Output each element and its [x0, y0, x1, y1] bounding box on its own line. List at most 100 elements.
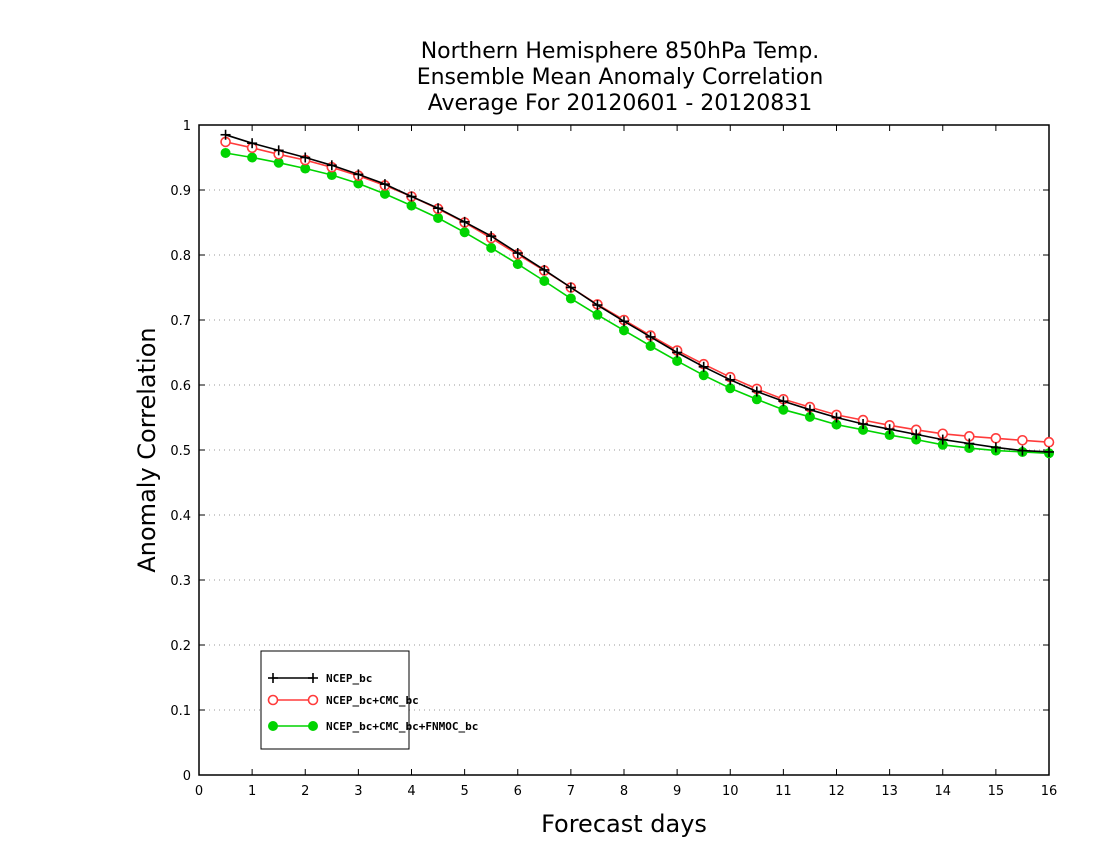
- title-line-1: Northern Hemisphere 850hPa Temp.: [421, 39, 820, 64]
- series-ncep-bc-cmc-bc: [220, 136, 1055, 448]
- legend-entry-ncep-bc: NCEP_bc: [268, 672, 372, 685]
- data-point-ncep-bc-cmc-bc-fnmoc-bc: [273, 157, 284, 168]
- series-ncep-bc: [220, 129, 1054, 457]
- legend: NCEP_bc NCEP_bc+CMC_bc NCEP_bc+CMC_bc+FNMO…: [260, 650, 478, 750]
- data-point-ncep-bc: [804, 404, 815, 415]
- series-ncep-bc-cmc-bc-fnmoc-bc: [220, 147, 1054, 459]
- data-point-ncep-bc-cmc-bc-fnmoc-bc: [247, 152, 258, 163]
- data-point-ncep-bc-cmc-bc-fnmoc-bc: [379, 188, 390, 199]
- data-point-ncep-bc: [990, 442, 1001, 453]
- data-point-ncep-bc-cmc-bc-fnmoc-bc: [778, 404, 789, 415]
- x-tick-label: 12: [828, 784, 845, 799]
- data-point-ncep-bc-cmc-bc-fnmoc-bc: [539, 276, 550, 286]
- x-tick-label: 5: [460, 784, 468, 799]
- data-point-ncep-bc: [592, 300, 603, 311]
- x-tick-label: 15: [988, 784, 1005, 799]
- y-tick-label: 0.4: [170, 509, 191, 524]
- data-point-ncep-bc: [220, 129, 231, 140]
- data-point-ncep-bc: [1017, 445, 1028, 456]
- data-point-ncep-bc-cmc-bc-fnmoc-bc: [459, 227, 470, 238]
- y-tick-label: 0: [183, 769, 191, 784]
- y-tick-label: 0.9: [170, 184, 191, 199]
- y-tick-label: 0.2: [170, 639, 191, 654]
- y-tick-label: 0.7: [170, 314, 191, 329]
- legend-entry-ncep-bc-cmc-bc: NCEP_bc+CMC_bc: [267, 694, 419, 707]
- series-line-ncep-bc-cmc-bc-fnmoc-bc: [225, 152, 1050, 455]
- data-point-ncep-bc: [273, 145, 284, 156]
- data-point-ncep-bc: [937, 434, 948, 445]
- data-point-ncep-bc: [831, 412, 842, 423]
- y-axis-label: Anomaly Correlation: [133, 327, 161, 572]
- data-point-ncep-bc-cmc-bc-fnmoc-bc: [645, 341, 656, 351]
- axis-ticks: 0 1 2 3 4 5 6 7 8 9 10 11 12 13 14 15 1600.10.20.30.40.5…: [170, 119, 1057, 799]
- legend-entry-ncep-bc-cmc-bc-fnmoc-bc: NCEP_bc+CMC_bc+FNMOC_bc: [268, 720, 478, 733]
- x-tick-label: 3: [354, 784, 362, 799]
- series-line-ncep-bc-cmc-bc: [225, 141, 1050, 443]
- y-tick-label: 0.3: [170, 574, 191, 589]
- data-point-ncep-bc-cmc-bc: [990, 432, 1002, 444]
- x-tick-label: 8: [620, 784, 628, 799]
- legend-marker-end-ncep-bc: [308, 673, 318, 683]
- legend-marker-end-ncep-bc-cmc-bc: [307, 694, 319, 706]
- data-point-ncep-bc-cmc-bc: [1043, 436, 1055, 448]
- x-tick-label: 13: [881, 784, 898, 799]
- data-point-ncep-bc: [326, 160, 337, 171]
- data-point-ncep-bc-cmc-bc-fnmoc-bc: [592, 309, 603, 320]
- y-tick-label: 1: [183, 119, 191, 134]
- x-tick-label: 4: [407, 784, 415, 799]
- data-point-ncep-bc-cmc-bc-fnmoc-bc: [486, 242, 497, 253]
- legend-marker-start-ncep-bc-cmc-bc-fnmoc-bc: [268, 721, 278, 731]
- y-tick-label: 0.5: [170, 444, 191, 459]
- data-series: [220, 129, 1055, 459]
- data-point-ncep-bc-cmc-bc-fnmoc-bc: [619, 325, 629, 336]
- x-tick-label: 1: [248, 784, 256, 799]
- grid-lines: [199, 189, 1049, 711]
- x-tick-label: 16: [1041, 784, 1058, 799]
- data-point-ncep-bc: [1044, 446, 1054, 457]
- data-point-ncep-bc-cmc-bc-fnmoc-bc: [698, 370, 709, 381]
- data-point-ncep-bc: [433, 203, 444, 214]
- data-point-ncep-bc: [672, 347, 683, 358]
- data-point-ncep-bc: [379, 179, 390, 190]
- y-tick-label: 0.8: [170, 249, 191, 264]
- data-point-ncep-bc-cmc-bc-fnmoc-bc: [300, 163, 311, 174]
- x-tick-label: 11: [775, 784, 792, 799]
- title-line-3: Average For 20120601 - 20120831: [428, 91, 813, 116]
- x-axis-label: Forecast days: [541, 810, 707, 838]
- data-point-ncep-bc-cmc-bc-fnmoc-bc: [725, 383, 736, 394]
- y-tick-label: 0.1: [170, 704, 191, 719]
- x-tick-label: 9: [673, 784, 681, 799]
- x-tick-label: 14: [934, 784, 951, 799]
- data-point-ncep-bc: [698, 361, 709, 372]
- data-point-ncep-bc: [751, 386, 762, 397]
- legend-label-ncep-bc-cmc-bc: NCEP_bc+CMC_bc: [326, 694, 419, 707]
- legend-marker-end-ncep-bc-cmc-bc-fnmoc-bc: [308, 721, 318, 731]
- series-line-ncep-bc: [225, 134, 1050, 453]
- legend-label-ncep-bc: NCEP_bc: [326, 672, 372, 685]
- x-tick-label: 7: [567, 784, 575, 799]
- data-point-ncep-bc: [512, 248, 523, 259]
- x-tick-label: 6: [514, 784, 522, 799]
- x-tick-label: 2: [301, 784, 309, 799]
- data-point-ncep-bc-cmc-bc: [1017, 434, 1028, 446]
- data-point-ncep-bc: [247, 138, 258, 149]
- data-point-ncep-bc-cmc-bc-fnmoc-bc: [220, 147, 231, 158]
- data-point-ncep-bc: [406, 191, 417, 202]
- data-point-ncep-bc: [778, 396, 789, 407]
- title-line-2: Ensemble Mean Anomaly Correlation: [417, 65, 824, 90]
- data-point-ncep-bc-cmc-bc-fnmoc-bc: [565, 293, 576, 304]
- chart-title: Northern Hemisphere 850hPa Temp.Ensemble…: [417, 39, 824, 116]
- data-point-ncep-bc: [964, 438, 975, 449]
- data-point-ncep-bc: [725, 374, 736, 385]
- y-tick-label: 0.6: [170, 379, 191, 394]
- x-tick-label: 0: [195, 784, 203, 799]
- data-point-ncep-bc: [645, 331, 656, 342]
- legend-marker-start-ncep-bc-cmc-bc: [267, 694, 279, 706]
- data-point-ncep-bc: [300, 152, 311, 163]
- data-point-ncep-bc-cmc-bc-fnmoc-bc: [406, 200, 417, 211]
- data-point-ncep-bc-cmc-bc-fnmoc-bc: [433, 212, 444, 223]
- data-point-ncep-bc: [353, 169, 364, 180]
- data-point-ncep-bc: [619, 316, 629, 327]
